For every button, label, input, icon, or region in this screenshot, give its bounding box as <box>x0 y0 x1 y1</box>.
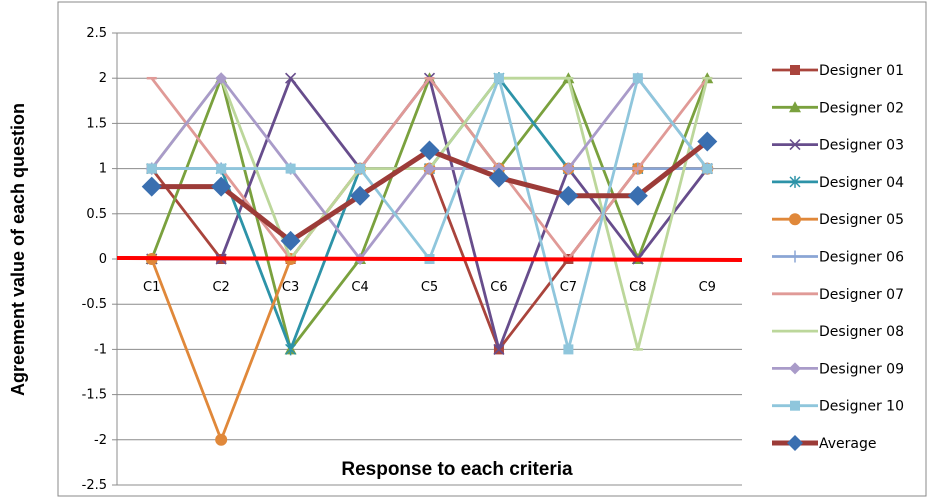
average-layer <box>141 131 718 251</box>
marker-x-stroke <box>493 343 505 355</box>
legend-label: Designer 03 <box>819 138 904 154</box>
marker-triangle <box>789 101 801 113</box>
x-tick-label: C6 <box>490 280 507 295</box>
y-tick-label: -2.5 <box>82 478 107 493</box>
series-average <box>141 131 718 251</box>
marker-x <box>285 72 297 84</box>
marker-square <box>493 73 504 84</box>
chart-border <box>57 1 927 497</box>
legend-label: Designer 02 <box>819 100 904 116</box>
legend-label: Designer 04 <box>819 175 904 191</box>
x-axis-title: Response to each criteria <box>341 459 573 480</box>
marker-square <box>563 344 574 355</box>
marker-diamond <box>423 162 436 175</box>
legend-item: Designer 01 <box>772 63 904 79</box>
legend-label: Designer 07 <box>819 287 904 303</box>
legend-label: Designer 08 <box>819 324 904 340</box>
marker-diamond <box>488 167 509 188</box>
y-axis: 2.5 2 1.5 1 0.5 0 -0.5 -1 -1.5 -2 -2.5 <box>82 26 118 493</box>
marker-diamond <box>697 131 718 152</box>
marker-square <box>216 163 227 174</box>
y-tick-label: 1.5 <box>86 116 107 131</box>
y-tick-label: -1 <box>94 342 107 357</box>
legend-item: Designer 03 <box>772 138 904 154</box>
marker-circle <box>215 433 228 446</box>
legend-item: Designer 08 <box>772 324 904 340</box>
marker-diamond <box>350 185 371 206</box>
zero-line <box>116 256 743 262</box>
marker-asterisk <box>285 343 297 356</box>
marker-x <box>493 343 505 355</box>
legend-item: Designer 09 <box>772 361 904 377</box>
legend-item: Designer 04 <box>772 175 904 191</box>
x-axis-categories: C1 C2 C3 C4 C5 C6 C7 C8 C9 <box>143 280 716 295</box>
y-tick-label: 2 <box>99 71 107 86</box>
legend-label: Designer 10 <box>819 399 904 415</box>
y-tick-label: -2 <box>94 433 107 448</box>
marker-x <box>789 139 801 151</box>
legend-label: Designer 06 <box>819 250 904 266</box>
y-tick-label: -1.5 <box>82 388 107 403</box>
y-axis-title-text: Agreement value of each question <box>8 102 29 397</box>
marker-plus <box>789 250 801 263</box>
marker-diamond <box>419 140 440 161</box>
y-tick-label: 0 <box>99 252 107 267</box>
marker-x-stroke <box>285 72 297 84</box>
marker-diamond <box>627 185 648 206</box>
legend: Designer 01 Designer 02 Designer 03 Designe… <box>772 63 904 452</box>
marker-asterisk <box>789 175 801 188</box>
marker-diamond <box>211 176 232 197</box>
marker-circle <box>789 213 801 226</box>
legend-label: Designer 05 <box>819 212 904 228</box>
marker-diamond <box>141 176 162 197</box>
y-axis-title: Agreement value of each question <box>4 0 34 499</box>
legend-item: Designer 06 <box>772 250 904 266</box>
legend-label: Designer 09 <box>819 361 904 377</box>
marker-diamond <box>789 362 801 375</box>
marker-square <box>355 163 366 174</box>
legend-item: Designer 05 <box>772 212 904 228</box>
x-tick-label: C4 <box>351 280 368 295</box>
zero-line-layer <box>116 256 743 262</box>
marker-diamond <box>787 435 803 451</box>
marker-square <box>146 163 157 174</box>
marker-square <box>632 73 643 84</box>
x-tick-label: C3 <box>282 280 299 295</box>
legend-label: Average <box>819 436 877 452</box>
x-tick-label: C7 <box>560 280 577 295</box>
x-tick-label: C8 <box>629 280 646 295</box>
legend-item: Designer 02 <box>772 100 904 116</box>
marker-square <box>790 65 800 75</box>
y-tick-label: 0.5 <box>86 207 107 222</box>
x-tick-label: C5 <box>421 280 438 295</box>
y-tick-label: 2.5 <box>86 26 107 41</box>
marker-square <box>285 163 296 174</box>
marker-square <box>790 400 800 411</box>
x-tick-label: C9 <box>699 280 716 295</box>
x-tick-label: C2 <box>212 280 229 295</box>
legend-item: Designer 10 <box>772 399 904 415</box>
legend-item: Designer 07 <box>772 287 904 303</box>
x-tick-label: C1 <box>143 280 160 295</box>
marker-square <box>702 163 713 174</box>
y-tick-label: 1 <box>99 162 107 177</box>
marker-diamond <box>215 72 228 85</box>
marker-diamond <box>280 230 301 251</box>
marker-diamond <box>558 185 579 206</box>
marker-x-stroke <box>789 139 801 151</box>
y-tick-label: -0.5 <box>82 297 107 312</box>
marker-diamond <box>562 162 575 175</box>
legend-label: Designer 01 <box>819 63 904 79</box>
legend-item: Average <box>772 435 877 452</box>
